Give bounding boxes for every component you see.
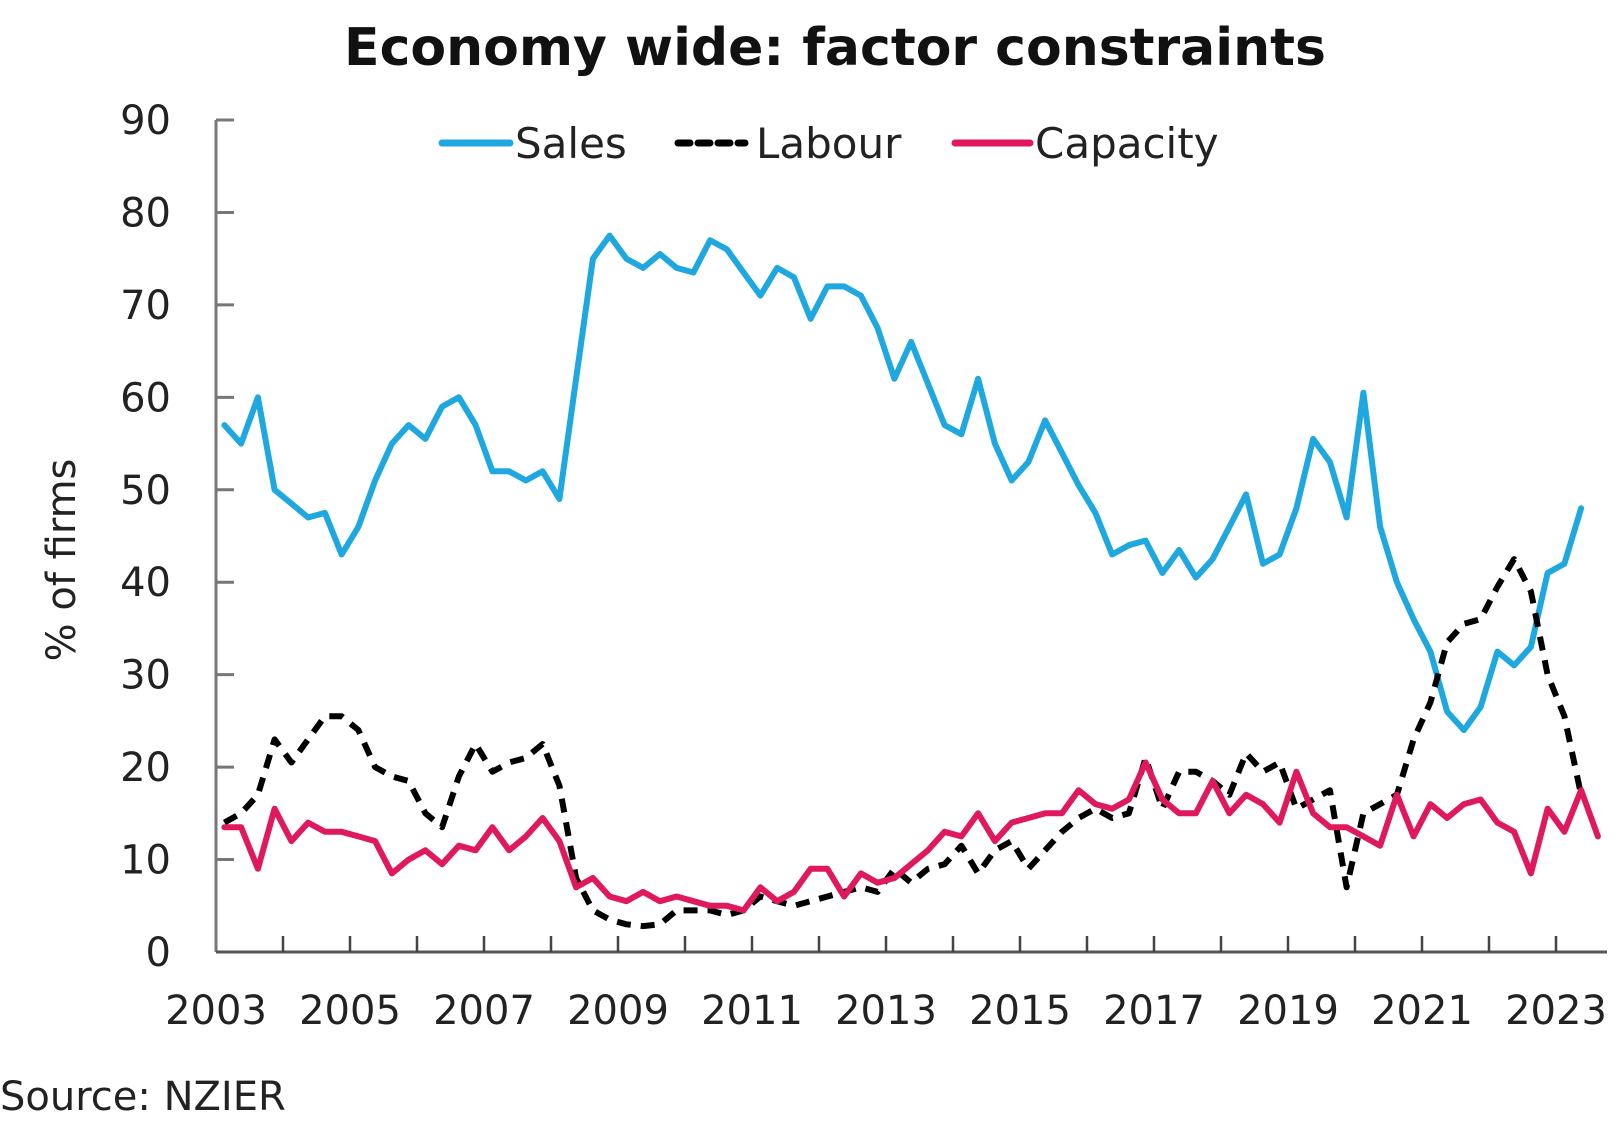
y-axis: 0 10 20 30 40 50 60 70 80 90 bbox=[120, 98, 234, 976]
y-tick-label: 20 bbox=[120, 745, 171, 791]
y-tick-label: 60 bbox=[120, 375, 171, 421]
legend-label-labour: Labour bbox=[756, 119, 902, 168]
series-line-capacity bbox=[221, 759, 1601, 914]
y-tick-label: 30 bbox=[120, 653, 171, 699]
x-tick-label: 2013 bbox=[835, 988, 937, 1034]
x-tick-label: 2015 bbox=[969, 988, 1071, 1034]
legend-item-capacity: Capacity bbox=[951, 119, 1219, 168]
x-tick-label: 2019 bbox=[1237, 988, 1339, 1034]
x-axis: 2003 2005 2007 2009 2011 2013 2015 2017 2019 2021… bbox=[165, 936, 1607, 1034]
x-tick-label: 2011 bbox=[701, 988, 803, 1034]
x-tick-label: 2017 bbox=[1103, 988, 1205, 1034]
x-tick-label: 2009 bbox=[567, 988, 669, 1034]
source-note: Source: NZIER bbox=[0, 1074, 286, 1120]
y-tick-label: 10 bbox=[120, 838, 171, 884]
x-tick-label: 2007 bbox=[433, 988, 535, 1034]
chart-title: Economy wide: factor constraints bbox=[344, 18, 1326, 78]
y-tick-label: 80 bbox=[120, 190, 171, 236]
x-tick-label: 2023 bbox=[1505, 988, 1607, 1034]
y-tick-label: 90 bbox=[120, 98, 171, 144]
y-tick-label: 50 bbox=[120, 468, 171, 514]
series-line-sales bbox=[221, 232, 1585, 734]
legend-item-labour: Labour bbox=[674, 119, 902, 168]
legend-item-sales: Sales bbox=[438, 119, 627, 168]
legend-label-capacity: Capacity bbox=[1035, 119, 1219, 168]
y-tick-label: 70 bbox=[120, 283, 171, 329]
y-axis-title: % of firms bbox=[39, 459, 85, 662]
x-tick-label: 2005 bbox=[299, 988, 401, 1034]
legend: Sales Labour Capacity bbox=[438, 119, 1219, 168]
legend-label-sales: Sales bbox=[515, 119, 627, 168]
series-layer bbox=[221, 232, 1601, 930]
y-tick-label: 0 bbox=[146, 930, 171, 976]
y-tick-label: 40 bbox=[120, 560, 171, 606]
x-tick-label: 2021 bbox=[1371, 988, 1473, 1034]
x-tick-label: 2003 bbox=[165, 988, 267, 1034]
series-line-labour bbox=[222, 556, 1585, 930]
